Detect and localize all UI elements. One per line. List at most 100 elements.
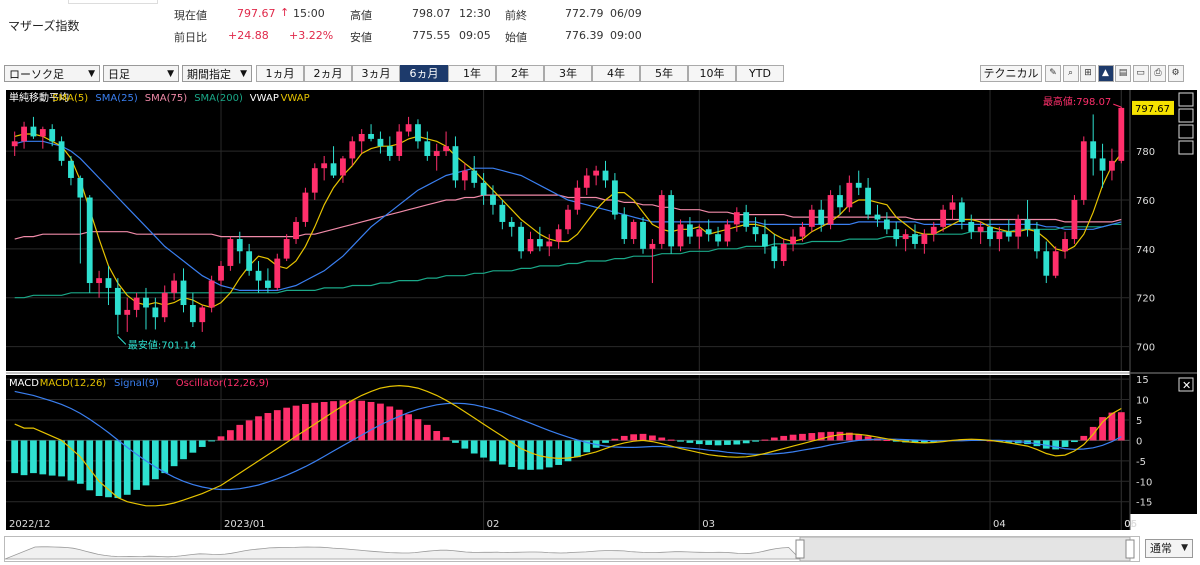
navigator-mode-select[interactable]: 通常 ▼ bbox=[1145, 539, 1193, 558]
period-button-5[interactable]: 2年 bbox=[496, 65, 544, 82]
signal-line bbox=[14, 390, 1122, 491]
close-icon: ✕ bbox=[1182, 379, 1191, 392]
osc-bar-67 bbox=[639, 433, 647, 441]
osc-bar-76 bbox=[724, 440, 731, 445]
candle-29 bbox=[283, 234, 290, 262]
period-button-0[interactable]: 1ヵ月 bbox=[256, 65, 304, 82]
low-value: 775.55 bbox=[412, 29, 451, 42]
pen-icon[interactable]: ✎ bbox=[1045, 65, 1061, 82]
candle-46 bbox=[443, 131, 449, 156]
candle-31 bbox=[302, 187, 309, 227]
osc-bar-74 bbox=[705, 440, 713, 445]
candle-103 bbox=[977, 221, 984, 244]
candle-1 bbox=[21, 121, 27, 149]
low-label: 安値 bbox=[350, 31, 372, 44]
chart-type-select[interactable]: ローソク足 ▼ bbox=[4, 65, 100, 82]
bar-icon[interactable]: ⊞ bbox=[1080, 65, 1096, 82]
osc-bar-85 bbox=[808, 433, 816, 441]
candle-20 bbox=[199, 305, 206, 332]
candle-100 bbox=[949, 195, 956, 220]
zoom-icon[interactable]: ⌕ bbox=[1062, 65, 1079, 82]
navigator[interactable] bbox=[4, 536, 1140, 562]
osc-bar-16 bbox=[161, 440, 169, 474]
osc-bar-96 bbox=[911, 440, 919, 443]
open-value: 776.39 bbox=[565, 29, 604, 42]
osc-bar-56 bbox=[536, 440, 544, 470]
navigator-handle-1[interactable] bbox=[1125, 539, 1135, 559]
candle-88 bbox=[837, 185, 843, 215]
osc-bar-81 bbox=[770, 437, 778, 441]
osc-bar-17 bbox=[170, 440, 178, 467]
osc-bar-70 bbox=[667, 439, 675, 441]
osc-bar-13 bbox=[133, 440, 140, 490]
candle-13 bbox=[133, 292, 140, 318]
period-button-8[interactable]: 5年 bbox=[640, 65, 688, 82]
candle-65 bbox=[621, 207, 628, 244]
quote-header: マザーズ指数 現在値 797.67 ↑ 15:00 高値 798.07 12:3… bbox=[0, 0, 1200, 60]
candle-67 bbox=[640, 217, 646, 254]
osc-bar-72 bbox=[686, 440, 694, 443]
period-button-7[interactable]: 4年 bbox=[592, 65, 640, 82]
period-button-6[interactable]: 3年 bbox=[544, 65, 592, 82]
panel-tool-2 bbox=[1178, 124, 1194, 139]
osc-bar-30 bbox=[292, 405, 300, 441]
osc-bar-64 bbox=[611, 438, 619, 441]
osc-bar-90 bbox=[855, 434, 863, 441]
ytick-main-1: 720 bbox=[1136, 294, 1155, 305]
candle-28 bbox=[274, 253, 281, 291]
candle-109 bbox=[1034, 221, 1040, 259]
candle-57 bbox=[546, 234, 553, 257]
osc-bar-21 bbox=[208, 440, 216, 442]
candle-79 bbox=[752, 217, 759, 242]
print-icon[interactable]: ⎙ bbox=[1150, 65, 1166, 82]
technical-button[interactable]: テクニカル bbox=[980, 65, 1042, 82]
candle-70 bbox=[668, 190, 675, 254]
folder-icon[interactable]: ▭ bbox=[1132, 65, 1149, 82]
period-mode-select[interactable]: 期間指定 ▼ bbox=[182, 65, 252, 82]
osc-bar-47 bbox=[452, 440, 459, 443]
osc-bar-88 bbox=[836, 431, 844, 441]
period-button-2[interactable]: 3ヵ月 bbox=[352, 65, 400, 82]
osc-bar-10 bbox=[105, 440, 112, 498]
navigator-handle-0[interactable] bbox=[795, 539, 805, 559]
ytick-macd-0: 15 bbox=[1136, 375, 1149, 386]
doc-icon[interactable]: ▤ bbox=[1115, 65, 1131, 82]
candle-114 bbox=[1080, 136, 1087, 205]
ytick-main-3: 760 bbox=[1136, 196, 1155, 207]
ytick-macd-4: -5 bbox=[1136, 457, 1146, 468]
candle-11 bbox=[114, 278, 121, 335]
osc-bar-69 bbox=[658, 437, 666, 441]
navigator-mode-value: 通常 bbox=[1150, 542, 1172, 555]
gear-icon[interactable]: ⚙ bbox=[1167, 65, 1184, 82]
period-button-3[interactable]: 6ヵ月 bbox=[400, 65, 448, 82]
osc-bar-61 bbox=[583, 440, 591, 453]
main-legend-3: SMA(75) bbox=[145, 93, 187, 104]
period-button-9[interactable]: 10年 bbox=[688, 65, 736, 82]
candle-107 bbox=[1015, 214, 1022, 249]
ytick-macd-1: 10 bbox=[1136, 396, 1149, 407]
interval-select[interactable]: 日足 ▼ bbox=[103, 65, 179, 82]
period-button-10[interactable]: YTD bbox=[736, 65, 784, 82]
period-button-1[interactable]: 2ヵ月 bbox=[304, 65, 352, 82]
osc-bar-44 bbox=[423, 424, 431, 441]
candle-111 bbox=[1052, 246, 1059, 279]
candle-112 bbox=[1062, 231, 1068, 259]
osc-bar-97 bbox=[920, 440, 928, 443]
prev-close-date: 06/09 bbox=[610, 7, 642, 20]
candle-73 bbox=[696, 224, 703, 249]
candle-58 bbox=[555, 224, 562, 249]
navigator-range[interactable] bbox=[799, 536, 1131, 562]
osc-bar-36 bbox=[348, 400, 356, 441]
candle-81 bbox=[771, 234, 778, 269]
ytick-main-2: 740 bbox=[1136, 245, 1155, 256]
low-time: 09:05 bbox=[459, 29, 491, 42]
osc-bar-39 bbox=[377, 403, 384, 441]
candle-36 bbox=[349, 136, 356, 166]
candle-76 bbox=[724, 219, 731, 247]
candle-icon[interactable]: ▲ bbox=[1097, 65, 1114, 82]
xtick-label-3: 03 bbox=[702, 519, 715, 530]
period-button-4[interactable]: 1年 bbox=[448, 65, 496, 82]
main-legend-5: VWAP bbox=[250, 93, 279, 104]
ytick-macd-5: -10 bbox=[1136, 477, 1152, 488]
change-label: 前日比 bbox=[174, 31, 207, 44]
